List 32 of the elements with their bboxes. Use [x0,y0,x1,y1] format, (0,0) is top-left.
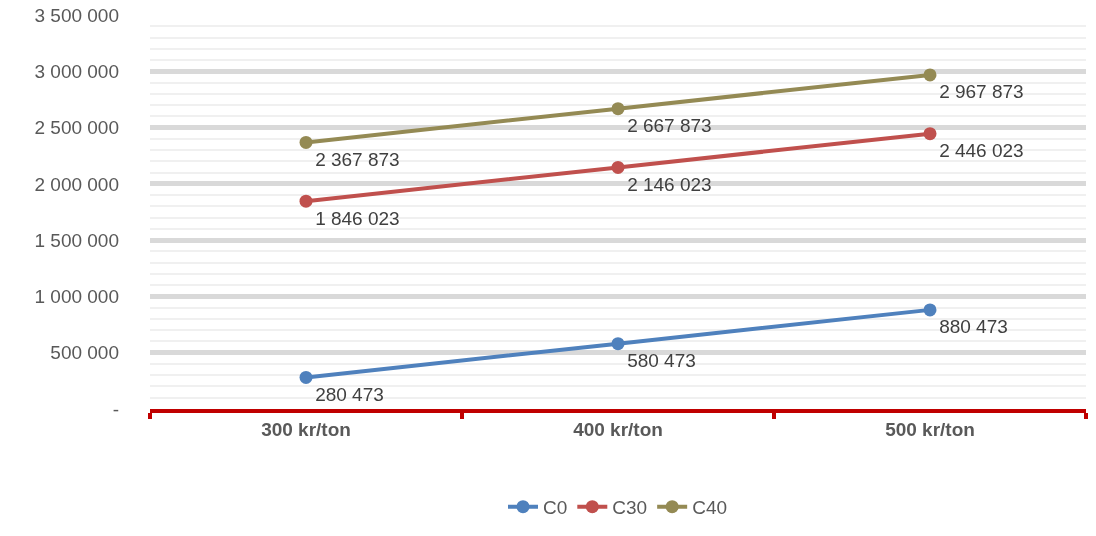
data-label: 2 146 023 [627,173,712,195]
y-tick-label: 3 500 000 [34,4,119,26]
data-label: 280 473 [315,383,384,405]
y-tick-label: 500 000 [50,342,119,364]
data-label: 880 473 [939,316,1008,338]
data-label: 1 846 023 [315,207,400,229]
point [923,68,937,82]
data-label: 2 667 873 [627,115,712,137]
point [299,194,313,208]
y-tick-label: 2 500 000 [34,117,119,139]
point [923,303,937,317]
point [923,127,937,141]
y-tick-label: - [112,398,119,420]
x-tick-label: 500 kr/ton [885,418,975,440]
point [611,160,625,174]
point [299,135,313,149]
data-label: 2 446 023 [939,140,1024,162]
point [611,102,625,116]
y-tick-label: 1 000 000 [34,286,119,308]
point [299,370,313,384]
x-tick-label: 400 kr/ton [573,418,663,440]
legend-label: C40 [692,497,728,519]
y-tick-label: 3 000 000 [34,60,119,82]
data-label: 580 473 [627,350,696,372]
data-label: 2 967 873 [939,81,1024,103]
data-label: 2 367 873 [315,148,400,170]
y-tick-label: 2 000 000 [34,173,119,195]
legend-label: C0 [543,497,568,519]
y-tick-label: 1 500 000 [34,229,119,251]
point [611,337,625,351]
legend-label: C30 [612,497,648,519]
x-tick-label: 300 kr/ton [261,418,351,440]
